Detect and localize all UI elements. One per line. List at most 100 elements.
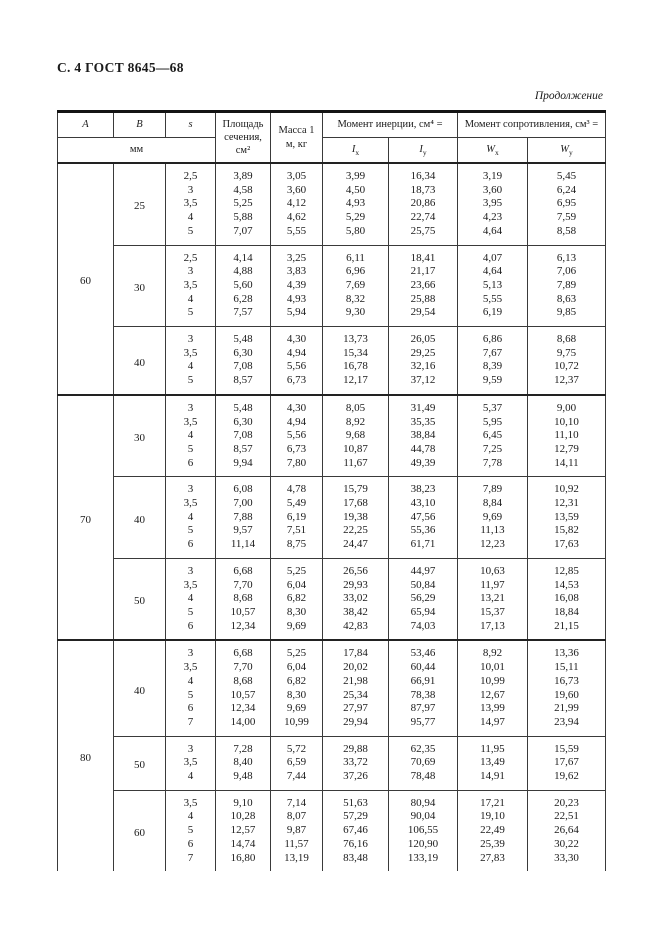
wx-value: 5,37 xyxy=(457,393,528,416)
ix-value: 24,47 xyxy=(322,538,389,559)
iy-value: 43,10 xyxy=(388,497,458,511)
s-value: 3,5 xyxy=(165,789,216,811)
area-value: 14,00 xyxy=(215,715,271,737)
s-value: 4 xyxy=(165,360,216,375)
s-value: 5 xyxy=(165,306,216,327)
mass-value: 8,30 xyxy=(270,605,323,620)
iy-value: 37,12 xyxy=(388,374,458,395)
wy-value: 6,13 xyxy=(527,244,606,266)
table-row: 4 5,88 4,62 5,29 22,74 4,23 7,59 xyxy=(58,211,606,225)
iy-value: 29,25 xyxy=(388,346,458,361)
mass-value: 6,04 xyxy=(270,578,323,593)
mass-value: 6,04 xyxy=(270,661,323,675)
area-value: 7,07 xyxy=(215,224,271,246)
mass-value: 9,87 xyxy=(270,824,323,838)
ix-value: 13,73 xyxy=(322,326,389,347)
wy-value: 7,59 xyxy=(527,211,606,225)
mass-value: 6,19 xyxy=(270,510,323,525)
b-value: 40 xyxy=(113,639,166,737)
iy-value: 18,73 xyxy=(388,183,458,198)
col-header-mm: мм xyxy=(57,137,216,164)
iy-value: 49,39 xyxy=(388,456,458,477)
wx-value: 10,01 xyxy=(457,661,528,675)
wx-value: 17,21 xyxy=(457,789,528,811)
wy-value: 16,08 xyxy=(527,592,606,606)
s-value: 5 xyxy=(165,374,216,395)
area-value: 7,08 xyxy=(215,360,271,375)
mass-value: 3,83 xyxy=(270,265,323,279)
table-row: 4 7,08 5,56 16,78 32,16 8,39 10,72 xyxy=(58,360,606,375)
wy-value: 9,00 xyxy=(527,393,606,416)
wy-value: 19,60 xyxy=(527,688,606,703)
iy-value: 38,23 xyxy=(388,476,458,498)
table-row: 3,5 5,25 4,12 4,93 20,86 3,95 6,95 xyxy=(58,197,606,212)
iy-value: 70,69 xyxy=(388,756,458,771)
wx-value: 11,95 xyxy=(457,735,528,757)
b-value: 25 xyxy=(113,163,166,246)
b-value: 60 xyxy=(113,789,166,872)
col-header-b: B xyxy=(113,111,166,138)
col-header-ix: Ix xyxy=(322,137,389,164)
s-value: 4 xyxy=(165,674,216,689)
iy-value: 31,49 xyxy=(388,393,458,416)
iy-value: 35,35 xyxy=(388,415,458,430)
s-value: 3,5 xyxy=(165,497,216,511)
wy-value: 9,75 xyxy=(527,346,606,361)
iy-value: 32,16 xyxy=(388,360,458,375)
wx-value: 17,13 xyxy=(457,619,528,641)
iy-value: 87,97 xyxy=(388,702,458,716)
area-value: 6,30 xyxy=(215,346,271,361)
s-value: 5 xyxy=(165,524,216,539)
wx-value: 19,10 xyxy=(457,810,528,825)
mass-value: 5,25 xyxy=(270,639,323,662)
b-value: 40 xyxy=(113,326,166,395)
wy-value: 17,67 xyxy=(527,756,606,771)
wx-value: 15,37 xyxy=(457,605,528,620)
wx-value: 10,99 xyxy=(457,674,528,689)
wx-value: 11,13 xyxy=(457,524,528,539)
wy-value: 30,22 xyxy=(527,837,606,852)
ix-value: 38,42 xyxy=(322,605,389,620)
table-row: 5 9,57 7,51 22,25 55,36 11,13 15,82 xyxy=(58,524,606,539)
s-value: 6 xyxy=(165,538,216,559)
wx-value: 7,78 xyxy=(457,456,528,477)
wy-value: 21,99 xyxy=(527,702,606,716)
wx-value: 22,49 xyxy=(457,824,528,838)
mass-value: 8,07 xyxy=(270,810,323,825)
s-value: 3 xyxy=(165,476,216,498)
iy-value: 18,41 xyxy=(388,244,458,266)
ix-value: 57,29 xyxy=(322,810,389,825)
ix-value: 6,11 xyxy=(322,244,389,266)
mass-value: 4,62 xyxy=(270,211,323,225)
s-value: 3 xyxy=(165,326,216,347)
iy-value: 80,94 xyxy=(388,789,458,811)
ix-value: 83,48 xyxy=(322,851,389,872)
table-row: 3,5 8,40 6,59 33,72 70,69 13,49 17,67 xyxy=(58,756,606,771)
ix-value: 67,46 xyxy=(322,824,389,838)
table-row: 80 40 3 6,68 5,25 17,84 53,46 8,92 13,36 xyxy=(57,639,606,872)
area-value: 11,14 xyxy=(215,538,271,559)
mass-value: 4,12 xyxy=(270,197,323,212)
col-header-s: s xyxy=(165,111,216,138)
wy-value: 13,36 xyxy=(527,639,606,662)
table-row: 4 7,88 6,19 19,38 47,56 9,69 13,59 xyxy=(58,510,606,525)
wy-value: 6,24 xyxy=(527,183,606,198)
s-value: 3 xyxy=(165,639,216,662)
area-value: 10,28 xyxy=(215,810,271,825)
table-row: 4 9,48 7,44 37,26 78,48 14,91 19,62 xyxy=(58,770,606,791)
s-value: 3 xyxy=(165,265,216,279)
s-value: 4 xyxy=(165,429,216,443)
s-value: 3 xyxy=(165,735,216,757)
table-row: 5 7,57 5,94 9,30 29,54 6,19 9,85 xyxy=(58,306,606,327)
wx-value: 14,91 xyxy=(457,770,528,791)
table-row: 4 7,08 5,56 9,68 38,84 6,45 11,10 xyxy=(58,429,606,443)
iy-value: 60,44 xyxy=(388,661,458,675)
wy-value: 23,94 xyxy=(527,715,606,737)
s-value: 3 xyxy=(165,557,216,579)
s-value: 2,5 xyxy=(165,244,216,266)
iy-value: 133,19 xyxy=(388,851,458,872)
table-row: 70 30 3 5,48 4,30 8,05 31,49 5,37 9,00 xyxy=(57,393,606,641)
ix-value: 20,02 xyxy=(322,661,389,675)
table-row: 5 8,57 6,73 10,87 44,78 7,25 12,79 xyxy=(58,442,606,457)
wy-value: 13,59 xyxy=(527,510,606,525)
